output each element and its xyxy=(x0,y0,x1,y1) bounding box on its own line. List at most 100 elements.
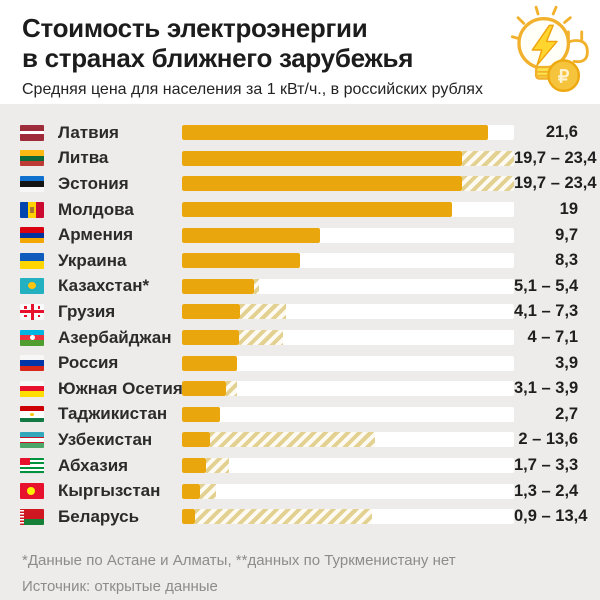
bar-solid xyxy=(182,355,238,371)
value-label: 8,3 xyxy=(555,251,578,270)
title-line-2: в странах ближнего зарубежья xyxy=(22,43,414,73)
country-label: Грузия xyxy=(58,301,116,321)
value-label: 4 – 7,1 xyxy=(527,328,578,347)
value-label: 19,7 – 23,4 xyxy=(514,174,597,193)
lightbulb-energy-icon: ₽ xyxy=(500,1,595,99)
table-row: Кыргызстан 1,3 – 2,4 xyxy=(0,478,600,504)
flag-belarus xyxy=(20,508,44,525)
table-row: Казахстан* 5,1 – 5,4 xyxy=(0,274,600,300)
bar-solid xyxy=(182,176,462,192)
bar-range-hatch xyxy=(238,330,283,346)
country-label: Армения xyxy=(58,225,134,245)
flag-latvia xyxy=(20,124,44,141)
bar-track xyxy=(182,176,514,192)
value-label: 19,7 – 23,4 xyxy=(514,148,597,167)
svg-text:₽: ₽ xyxy=(558,66,570,86)
bar-track xyxy=(182,509,514,525)
flag-moldova xyxy=(20,201,44,218)
bar-solid xyxy=(182,381,226,397)
table-row: Эстония 19,7 – 23,4 xyxy=(0,171,600,197)
flag-azerbaijan xyxy=(20,329,44,346)
value-label: 3,1 – 3,9 xyxy=(514,379,579,398)
flag-abkhazia xyxy=(20,457,44,474)
bar-track xyxy=(182,304,514,320)
bar-solid xyxy=(182,509,195,525)
bar-solid xyxy=(182,330,239,346)
bar-track xyxy=(182,330,514,346)
bar-track xyxy=(182,253,514,269)
bar-track xyxy=(182,406,514,422)
bar-solid xyxy=(182,406,221,422)
bar-solid xyxy=(182,150,462,166)
country-label: Таджикистан xyxy=(58,404,168,424)
flag-kyrgyzstan xyxy=(20,483,44,500)
bar-range-hatch xyxy=(225,381,238,397)
table-row: Азербайджан 4 – 7,1 xyxy=(0,325,600,351)
table-row: Украина 8,3 xyxy=(0,248,600,274)
table-row: Латвия 21,6 xyxy=(0,120,600,146)
bar-track xyxy=(182,278,514,294)
flag-kazakhstan xyxy=(20,278,44,295)
flag-estonia xyxy=(20,175,44,192)
flag-lithuania xyxy=(20,150,44,167)
value-label: 5,1 – 5,4 xyxy=(514,276,579,295)
table-row: Молдова 19 xyxy=(0,197,600,223)
bar-range-hatch xyxy=(206,458,229,474)
bar-track xyxy=(182,227,514,243)
value-label: 1,7 – 3,3 xyxy=(514,456,579,475)
country-label: Россия xyxy=(58,353,119,373)
bar-solid xyxy=(182,253,300,269)
country-label: Южная Осетия xyxy=(58,378,183,398)
table-row: Южная Осетия 3,1 – 3,9 xyxy=(0,376,600,402)
country-label: Кыргызстан xyxy=(58,481,161,501)
country-label: Узбекистан xyxy=(58,429,153,449)
value-label: 3,9 xyxy=(555,353,578,372)
country-label: Азербайджан xyxy=(58,327,172,347)
bar-solid xyxy=(182,432,211,448)
bar-range-hatch xyxy=(240,304,286,320)
bar-range-hatch xyxy=(461,176,514,192)
value-label: 4,1 – 7,3 xyxy=(514,302,579,321)
table-row: Армения 9,7 xyxy=(0,222,600,248)
chart-subtitle: Средняя цена для населения за 1 кВт/ч., … xyxy=(22,81,483,98)
country-label: Абхазия xyxy=(58,455,129,475)
chart-rows: Латвия 21,6 Литва 19,7 – 23,4 Эстония 19… xyxy=(0,120,600,530)
bar-range-hatch xyxy=(194,509,373,525)
bar-solid xyxy=(182,125,489,141)
bar-track xyxy=(182,150,514,166)
bar-track xyxy=(182,483,514,499)
bar-track xyxy=(182,432,514,448)
bar-range-hatch xyxy=(210,432,375,448)
source-note: Источник: открытые данные xyxy=(22,577,218,595)
value-label: 2,7 xyxy=(555,404,578,423)
value-label: 2 – 13,6 xyxy=(518,430,578,449)
bar-track xyxy=(182,458,514,474)
footnotes: *Данные по Астане и Алматы, **данных по … xyxy=(0,548,600,600)
table-row: Абхазия 1,7 – 3,3 xyxy=(0,453,600,479)
bar-track xyxy=(182,125,514,141)
flag-ukraine xyxy=(20,252,44,269)
country-label: Украина xyxy=(58,250,127,270)
flag-tajikistan xyxy=(20,406,44,423)
value-label: 9,7 xyxy=(555,225,578,244)
flag-south-ossetia xyxy=(20,380,44,397)
footnote-asterisks: *Данные по Астане и Алматы, **данных по … xyxy=(22,551,456,569)
bar-solid xyxy=(182,483,201,499)
table-row: Беларусь 0,9 – 13,4 xyxy=(0,504,600,530)
bar-solid xyxy=(182,304,241,320)
bar-solid xyxy=(182,458,207,474)
value-label: 21,6 xyxy=(545,123,578,142)
country-label: Молдова xyxy=(58,199,134,219)
table-row: Литва 19,7 – 23,4 xyxy=(0,146,600,172)
table-row: Узбекистан 2 – 13,6 xyxy=(0,427,600,453)
country-label: Латвия xyxy=(58,122,119,142)
table-row: Таджикистан 2,7 xyxy=(0,402,600,428)
flag-georgia xyxy=(20,303,44,320)
header: Стоимость электроэнергии в странах ближн… xyxy=(0,0,600,104)
value-label: 0,9 – 13,4 xyxy=(514,507,588,526)
country-label: Казахстан* xyxy=(58,276,150,296)
country-label: Литва xyxy=(58,148,109,168)
bar-range-hatch xyxy=(461,150,514,166)
value-label: 1,3 – 2,4 xyxy=(514,481,579,500)
table-row: Россия 3,9 xyxy=(0,350,600,376)
